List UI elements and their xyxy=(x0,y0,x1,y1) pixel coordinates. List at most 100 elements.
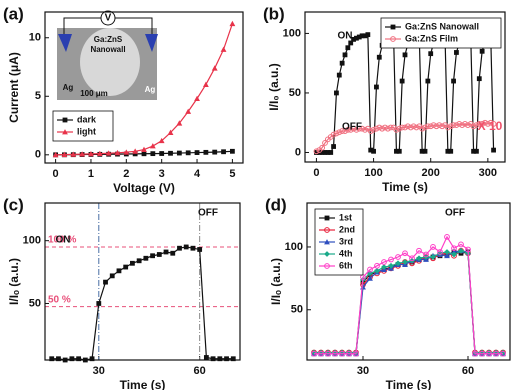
x-tick-label: 300 xyxy=(479,167,497,179)
legend-label: Ga:ZnS Nanowall xyxy=(405,21,479,31)
legend-label: 6th xyxy=(339,260,353,270)
annotation: OFF xyxy=(445,208,465,219)
data-point xyxy=(413,124,420,131)
data-point xyxy=(404,123,411,130)
inset-texture xyxy=(80,28,140,96)
data-point xyxy=(487,119,494,126)
data-point xyxy=(374,262,380,269)
data-point xyxy=(402,124,408,131)
data-point xyxy=(336,129,343,136)
data-point xyxy=(325,150,331,155)
data-point xyxy=(458,247,464,254)
data-point xyxy=(402,52,408,58)
data-point xyxy=(395,254,401,260)
y-tick-label: 50 xyxy=(291,304,303,316)
x-tick-label: 60 xyxy=(194,365,206,377)
legend-box xyxy=(52,110,114,142)
data-point xyxy=(183,244,189,250)
data-point xyxy=(350,125,357,132)
data-point xyxy=(69,356,75,362)
data-point xyxy=(89,356,95,362)
data-point xyxy=(331,144,336,149)
data-point xyxy=(422,148,428,154)
data-point xyxy=(88,150,94,157)
data-point xyxy=(453,122,460,128)
data-point xyxy=(444,249,450,255)
data-point xyxy=(437,249,443,255)
data-point xyxy=(194,95,200,102)
data-point xyxy=(344,126,351,133)
data-point xyxy=(396,125,403,132)
data-point xyxy=(491,147,496,153)
data-point xyxy=(109,273,115,279)
data-point xyxy=(132,151,138,157)
data-point xyxy=(156,252,162,257)
data-point xyxy=(430,122,437,128)
data-point xyxy=(190,245,196,251)
y-tick-label: 50 xyxy=(289,87,301,99)
data-point xyxy=(439,123,446,130)
data-point xyxy=(334,90,339,96)
legend-label: Ga:ZnS Film xyxy=(405,33,458,43)
data-point xyxy=(96,301,102,306)
data-point xyxy=(448,148,454,154)
y-tick-label: 0 xyxy=(35,149,41,161)
data-point xyxy=(339,60,345,66)
data-point xyxy=(365,32,371,38)
data-point xyxy=(114,149,121,156)
data-point xyxy=(149,143,156,149)
x-tick-label: 200 xyxy=(422,167,440,179)
data-point xyxy=(116,268,122,274)
data-point xyxy=(313,148,320,155)
data-point xyxy=(229,148,235,154)
data-point xyxy=(167,129,174,135)
x-tick-label: 3 xyxy=(159,168,165,180)
x-tick-label: 30 xyxy=(357,365,369,377)
data-point xyxy=(459,122,466,128)
legend-marker xyxy=(62,117,68,123)
y-tick-label: 0 xyxy=(295,146,301,158)
data-point xyxy=(423,251,429,258)
data-point xyxy=(311,349,317,356)
data-point xyxy=(203,149,209,155)
data-point xyxy=(444,124,451,131)
data-point xyxy=(346,350,352,357)
data-point xyxy=(367,275,373,281)
data-point xyxy=(70,151,77,157)
legend-box xyxy=(380,17,502,49)
data-point xyxy=(185,150,191,156)
legend-marker xyxy=(324,263,330,269)
data-point xyxy=(486,349,492,356)
data-point xyxy=(319,144,326,151)
panel-label: (a) xyxy=(3,4,24,23)
data-point xyxy=(471,148,476,154)
data-point xyxy=(353,350,359,357)
data-point xyxy=(330,131,337,138)
data-point xyxy=(103,279,108,285)
data-point xyxy=(381,259,387,265)
data-point xyxy=(450,122,457,128)
data-point xyxy=(388,256,394,263)
data-point xyxy=(211,65,218,71)
data-point xyxy=(490,121,497,127)
data-point xyxy=(458,241,464,248)
data-point xyxy=(197,247,203,252)
data-point xyxy=(170,250,176,256)
electrode xyxy=(145,34,158,52)
data-point xyxy=(212,149,218,155)
data-point xyxy=(379,125,386,132)
data-point xyxy=(351,36,356,42)
data-point xyxy=(472,350,478,357)
data-point xyxy=(210,356,216,362)
data-point xyxy=(422,124,428,131)
data-point xyxy=(416,255,422,262)
inset-label: 100 μm xyxy=(80,89,108,98)
data-point xyxy=(419,148,425,154)
annotation: X 10 xyxy=(478,119,503,133)
legend-marker xyxy=(324,215,330,221)
data-point xyxy=(424,123,431,130)
data-point xyxy=(325,349,331,356)
data-point xyxy=(368,147,374,153)
legend-label: light xyxy=(77,126,96,136)
data-point xyxy=(402,250,408,257)
